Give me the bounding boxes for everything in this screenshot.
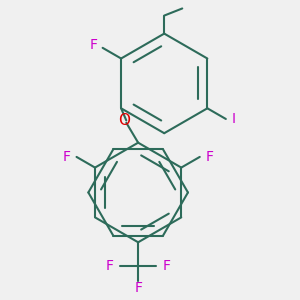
Text: F: F bbox=[162, 259, 170, 273]
Text: F: F bbox=[206, 150, 213, 164]
Text: F: F bbox=[90, 38, 98, 52]
Text: O: O bbox=[118, 113, 130, 128]
Text: F: F bbox=[134, 281, 142, 296]
Text: I: I bbox=[232, 112, 236, 126]
Text: F: F bbox=[63, 150, 71, 164]
Text: F: F bbox=[106, 259, 114, 273]
